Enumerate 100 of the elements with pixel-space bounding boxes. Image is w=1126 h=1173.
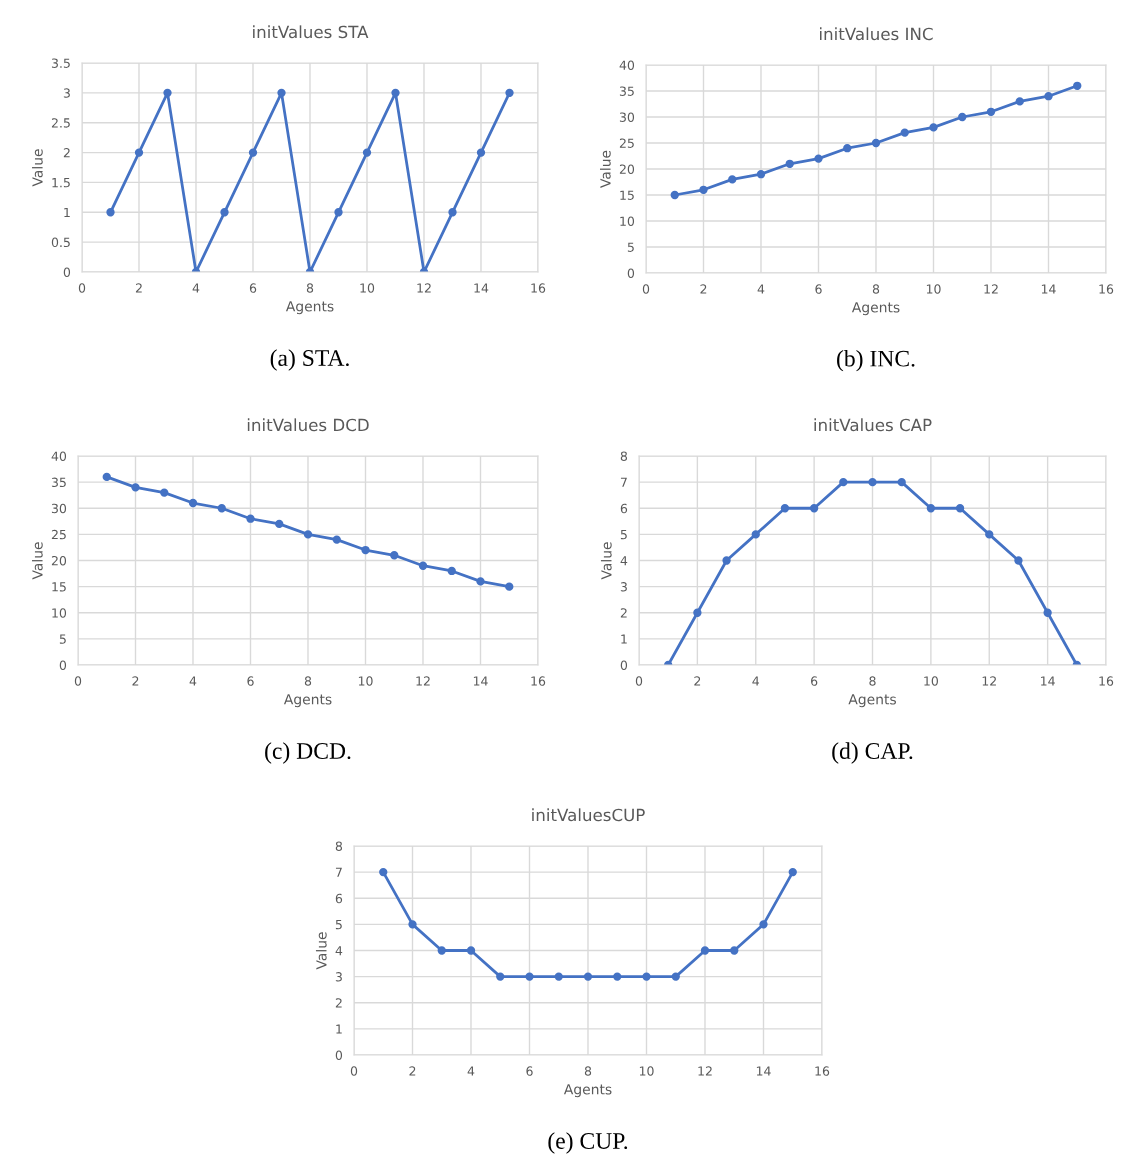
point [332, 535, 341, 544]
x-tick-label: 10 [639, 1066, 654, 1076]
point [505, 88, 514, 98]
x-tick-label: 8 [304, 676, 312, 686]
point [583, 972, 593, 981]
point [217, 504, 226, 513]
point [900, 128, 909, 137]
point [505, 582, 514, 591]
y-tick-label: 8 [620, 451, 628, 461]
x-tick-label: 4 [757, 284, 765, 294]
point [788, 867, 797, 877]
y-tick-label: 2.5 [51, 118, 70, 128]
y-axis-title: Value [31, 542, 43, 580]
x-axis-title: Agents [848, 694, 896, 708]
x-tick-label: 10 [924, 676, 938, 686]
text: (e) CUP. [548, 1132, 628, 1154]
point [106, 208, 115, 217]
point [868, 477, 877, 487]
x-tick-label: 12 [982, 676, 996, 686]
y-tick-label: 40 [619, 60, 635, 70]
y-tick-label: 3.5 [51, 58, 70, 68]
y-tick-label: 5 [59, 634, 66, 644]
y-tick-label: 25 [51, 529, 66, 540]
y-tick-label: 10 [52, 608, 67, 618]
y-tick-label: 30 [619, 112, 635, 122]
point [277, 88, 286, 98]
y-tick-label: 15 [620, 190, 634, 200]
point [814, 154, 823, 163]
point [693, 608, 702, 617]
x-tick-label: 14 [756, 1066, 771, 1076]
x-tick-label: 4 [752, 676, 760, 686]
y-tick-label: 35 [619, 86, 634, 96]
y-tick-label: 6 [620, 503, 628, 514]
point [361, 545, 370, 555]
x-tick-label: 12 [984, 284, 998, 294]
x-tick-label: 16 [1099, 676, 1114, 686]
y-tick-label: 15 [52, 582, 66, 592]
y-tick-label: 3 [63, 88, 70, 98]
x-axis-title: Agents [283, 694, 332, 708]
y-tick-label: 0.5 [51, 237, 70, 248]
y-tick-label: 3 [620, 582, 627, 592]
x-tick-label: 16 [531, 283, 546, 293]
x-tick-label: 14 [1041, 284, 1056, 294]
x-tick-label: 10 [926, 284, 941, 294]
x-tick-label: 12 [416, 676, 430, 686]
point [390, 551, 399, 560]
point [1044, 92, 1053, 101]
x-tick-label: 14 [473, 676, 488, 686]
chart-title: initValues CAP [814, 418, 932, 432]
point [699, 185, 708, 194]
x-tick-label: 4 [192, 283, 200, 293]
y-axis-title: Value [599, 150, 611, 188]
y-axis-title: Value [32, 149, 43, 187]
x-tick-label: 0 [350, 1066, 358, 1076]
point [496, 972, 505, 981]
point [985, 530, 994, 539]
x-tick-label: 10 [358, 676, 373, 686]
y-tick-label: 40 [51, 451, 67, 461]
y-tick-label: 0 [620, 660, 628, 670]
point [700, 946, 710, 955]
point [897, 477, 906, 487]
y-tick-label: 8 [335, 841, 343, 851]
point [466, 946, 476, 955]
point [379, 867, 388, 877]
point [188, 498, 198, 508]
point [437, 946, 446, 955]
text: (d) CAP. [832, 742, 913, 764]
y-tick-label: 7 [335, 867, 342, 877]
x-tick-label: 2 [700, 284, 707, 294]
x-tick-label: 6 [811, 676, 818, 686]
point [955, 504, 965, 513]
point [1043, 608, 1052, 617]
x-axis-title: Agents [563, 1084, 612, 1098]
y-tick-label: 1 [336, 1024, 342, 1034]
y-tick-label: 1 [621, 634, 627, 644]
y-tick-label: 3 [335, 972, 342, 982]
point [334, 208, 343, 217]
point [671, 972, 680, 981]
x-tick-label: 6 [247, 676, 254, 686]
text: (b) INC. [837, 349, 915, 372]
point [447, 566, 456, 576]
point [275, 519, 284, 529]
point [722, 556, 731, 565]
x-tick-label: 0 [635, 676, 643, 686]
x-tick-label: 8 [584, 1066, 592, 1076]
x-axis-title: Agents [285, 301, 334, 315]
y-tick-label: 5 [335, 920, 342, 930]
point [102, 472, 111, 482]
x-tick-label: 0 [74, 676, 82, 686]
chart-title: initValues DCD [247, 418, 369, 432]
y-tick-label: 0 [59, 660, 67, 670]
x-tick-label: 8 [306, 283, 314, 293]
y-tick-label: 0 [335, 1050, 343, 1060]
point [780, 504, 790, 513]
point [362, 148, 372, 157]
chart-title: initValuesCUP [532, 808, 645, 822]
x-tick-label: 8 [872, 284, 880, 294]
x-tick-label: 16 [531, 676, 546, 686]
point [958, 112, 967, 122]
x-tick-label: 6 [815, 284, 822, 294]
